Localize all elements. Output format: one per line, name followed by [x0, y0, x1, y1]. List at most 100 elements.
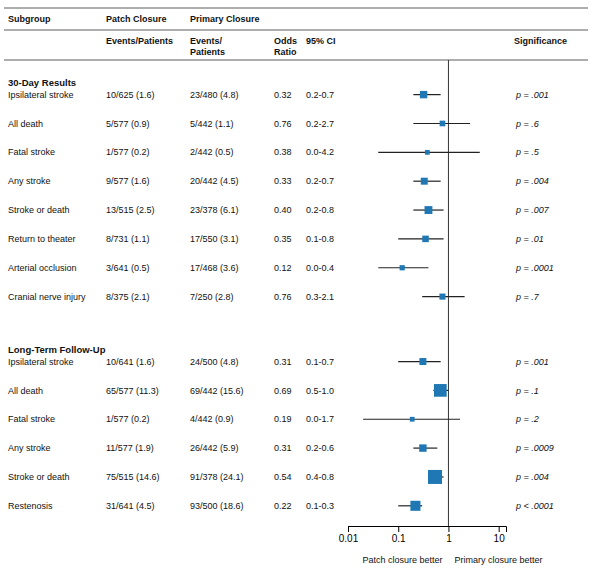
ci-label: 0.0-4.2: [306, 147, 334, 157]
subgroup-label: Ipsilateral stroke: [8, 357, 74, 367]
sig-label: p = .004: [515, 176, 549, 186]
sig-label: p = .004: [515, 472, 549, 482]
primary-label: 23/480 (4.8): [190, 90, 239, 100]
or-box: [419, 444, 426, 451]
ci-label: 0.3-2.1: [306, 292, 334, 302]
or-box: [439, 294, 445, 300]
primary-label: 93/500 (18.6): [190, 501, 244, 511]
ci-label: 0.1-0.7: [306, 357, 334, 367]
or-box: [420, 91, 427, 98]
patch-label: 5/577 (0.9): [106, 119, 150, 129]
ci-label: 0.1-0.8: [306, 234, 334, 244]
primary-label: 7/250 (2.8): [190, 292, 234, 302]
subgroup-label: All death: [8, 119, 43, 129]
header-label: Primary Closure: [190, 14, 260, 24]
or-label: 0.31: [274, 357, 292, 367]
or-box: [440, 121, 446, 127]
primary-label: 2/442 (0.5): [190, 147, 234, 157]
header-label: Events/Patients: [106, 36, 173, 46]
or-label: 0.76: [274, 292, 292, 302]
patch-label: 1/577 (0.2): [106, 414, 150, 424]
patch-label: 9/577 (1.6): [106, 176, 150, 186]
subgroup-label: Fatal stroke: [8, 414, 55, 424]
header-label: Subgroup: [8, 14, 51, 24]
primary-label: 17/468 (3.6): [190, 263, 239, 273]
ci-label: 0.2-2.7: [306, 119, 334, 129]
sig-label: p = .007: [515, 205, 550, 215]
section-label: Long-Term Follow-Up: [8, 344, 106, 355]
patch-label: 8/731 (1.1): [106, 234, 150, 244]
primary-label: 69/442 (15.6): [190, 386, 244, 396]
x-tick-mark: [448, 526, 449, 532]
patch-label: 11/577 (1.9): [106, 443, 154, 453]
or-box: [421, 178, 428, 185]
or-label: 0.12: [274, 263, 292, 273]
sig-label: p = .5: [515, 147, 540, 157]
patch-label: 13/515 (2.5): [106, 205, 155, 215]
or-label: 0.76: [274, 119, 292, 129]
ci-label: 0.1-0.3: [306, 501, 334, 511]
patch-label: 3/641 (0.5): [106, 263, 150, 273]
sig-label: p = .7: [515, 292, 540, 302]
x-tick-label: 0.1: [392, 533, 406, 544]
patch-label: 65/577 (11.3): [106, 386, 159, 396]
header-label: 95% CI: [306, 36, 336, 46]
primary-label: 23/378 (6.1): [190, 205, 239, 215]
patch-label: 10/625 (1.6): [106, 90, 155, 100]
subgroup-label: Restenosis: [8, 501, 53, 511]
header-label: Ratio: [274, 47, 297, 57]
primary-label: 24/500 (4.8): [190, 357, 239, 367]
ci-label: 0.4-0.8: [306, 472, 334, 482]
x-tick-label: 0.01: [339, 533, 359, 544]
or-label: 0.54: [274, 472, 292, 482]
subgroup-label: Ipsilateral stroke: [8, 90, 74, 100]
subgroup-label: All death: [8, 386, 43, 396]
sig-label: p = .001: [515, 357, 549, 367]
primary-label: 17/550 (3.1): [190, 234, 239, 244]
header-label: Patients: [190, 47, 225, 57]
x-tick-label: 1: [446, 533, 452, 544]
patch-label: 1/577 (0.2): [106, 147, 150, 157]
subgroup-label: Arterial occlusion: [8, 263, 77, 273]
or-box: [425, 206, 433, 214]
subgroup-label: Stroke or death: [8, 205, 70, 215]
sig-label: p < .0001: [515, 501, 554, 511]
x-label-right: Primary closure better: [454, 555, 542, 565]
header-label: Patch Closure: [106, 14, 167, 24]
subgroup-label: Cranial nerve injury: [8, 292, 86, 302]
header-bottom-rule: [4, 60, 588, 61]
or-label: 0.33: [274, 176, 292, 186]
or-box: [422, 236, 429, 243]
x-tick-label: 10: [494, 533, 506, 544]
ci-label: 0.2-0.7: [306, 176, 334, 186]
primary-label: 4/442 (0.9): [190, 414, 234, 424]
marks: [363, 60, 480, 526]
sig-label: p = .01: [515, 234, 544, 244]
or-label: 0.22: [274, 501, 292, 511]
x-tick-mark: [348, 526, 349, 532]
or-box: [434, 384, 447, 397]
x-tick-mark: [398, 526, 399, 532]
subgroup-label: Fatal stroke: [8, 147, 55, 157]
patch-label: 75/515 (14.6): [106, 472, 160, 482]
x-label-left: Patch closure better: [362, 555, 442, 565]
table-top-rule: [4, 8, 588, 9]
or-label: 0.32: [274, 90, 292, 100]
or-label: 0.38: [274, 147, 292, 157]
or-box: [419, 358, 426, 365]
ci-label: 0.0-1.7: [306, 414, 334, 424]
or-label: 0.19: [274, 414, 292, 424]
subgroup-label: Any stroke: [8, 176, 51, 186]
sig-label: p = .0009: [515, 443, 554, 453]
or-box: [410, 417, 415, 422]
reference-line: [448, 60, 449, 526]
header-label: Significance: [514, 36, 567, 46]
sig-label: p = .1: [515, 386, 539, 396]
x-tick: 0.01: [339, 526, 359, 544]
primary-label: 20/442 (4.5): [190, 176, 239, 186]
x-tick-mark: [499, 526, 500, 532]
primary-label: 91/378 (24.1): [190, 472, 244, 482]
or-box: [428, 470, 442, 484]
ci-label: 0.5-1.0: [306, 386, 334, 396]
subgroup-label: Stroke or death: [8, 472, 70, 482]
